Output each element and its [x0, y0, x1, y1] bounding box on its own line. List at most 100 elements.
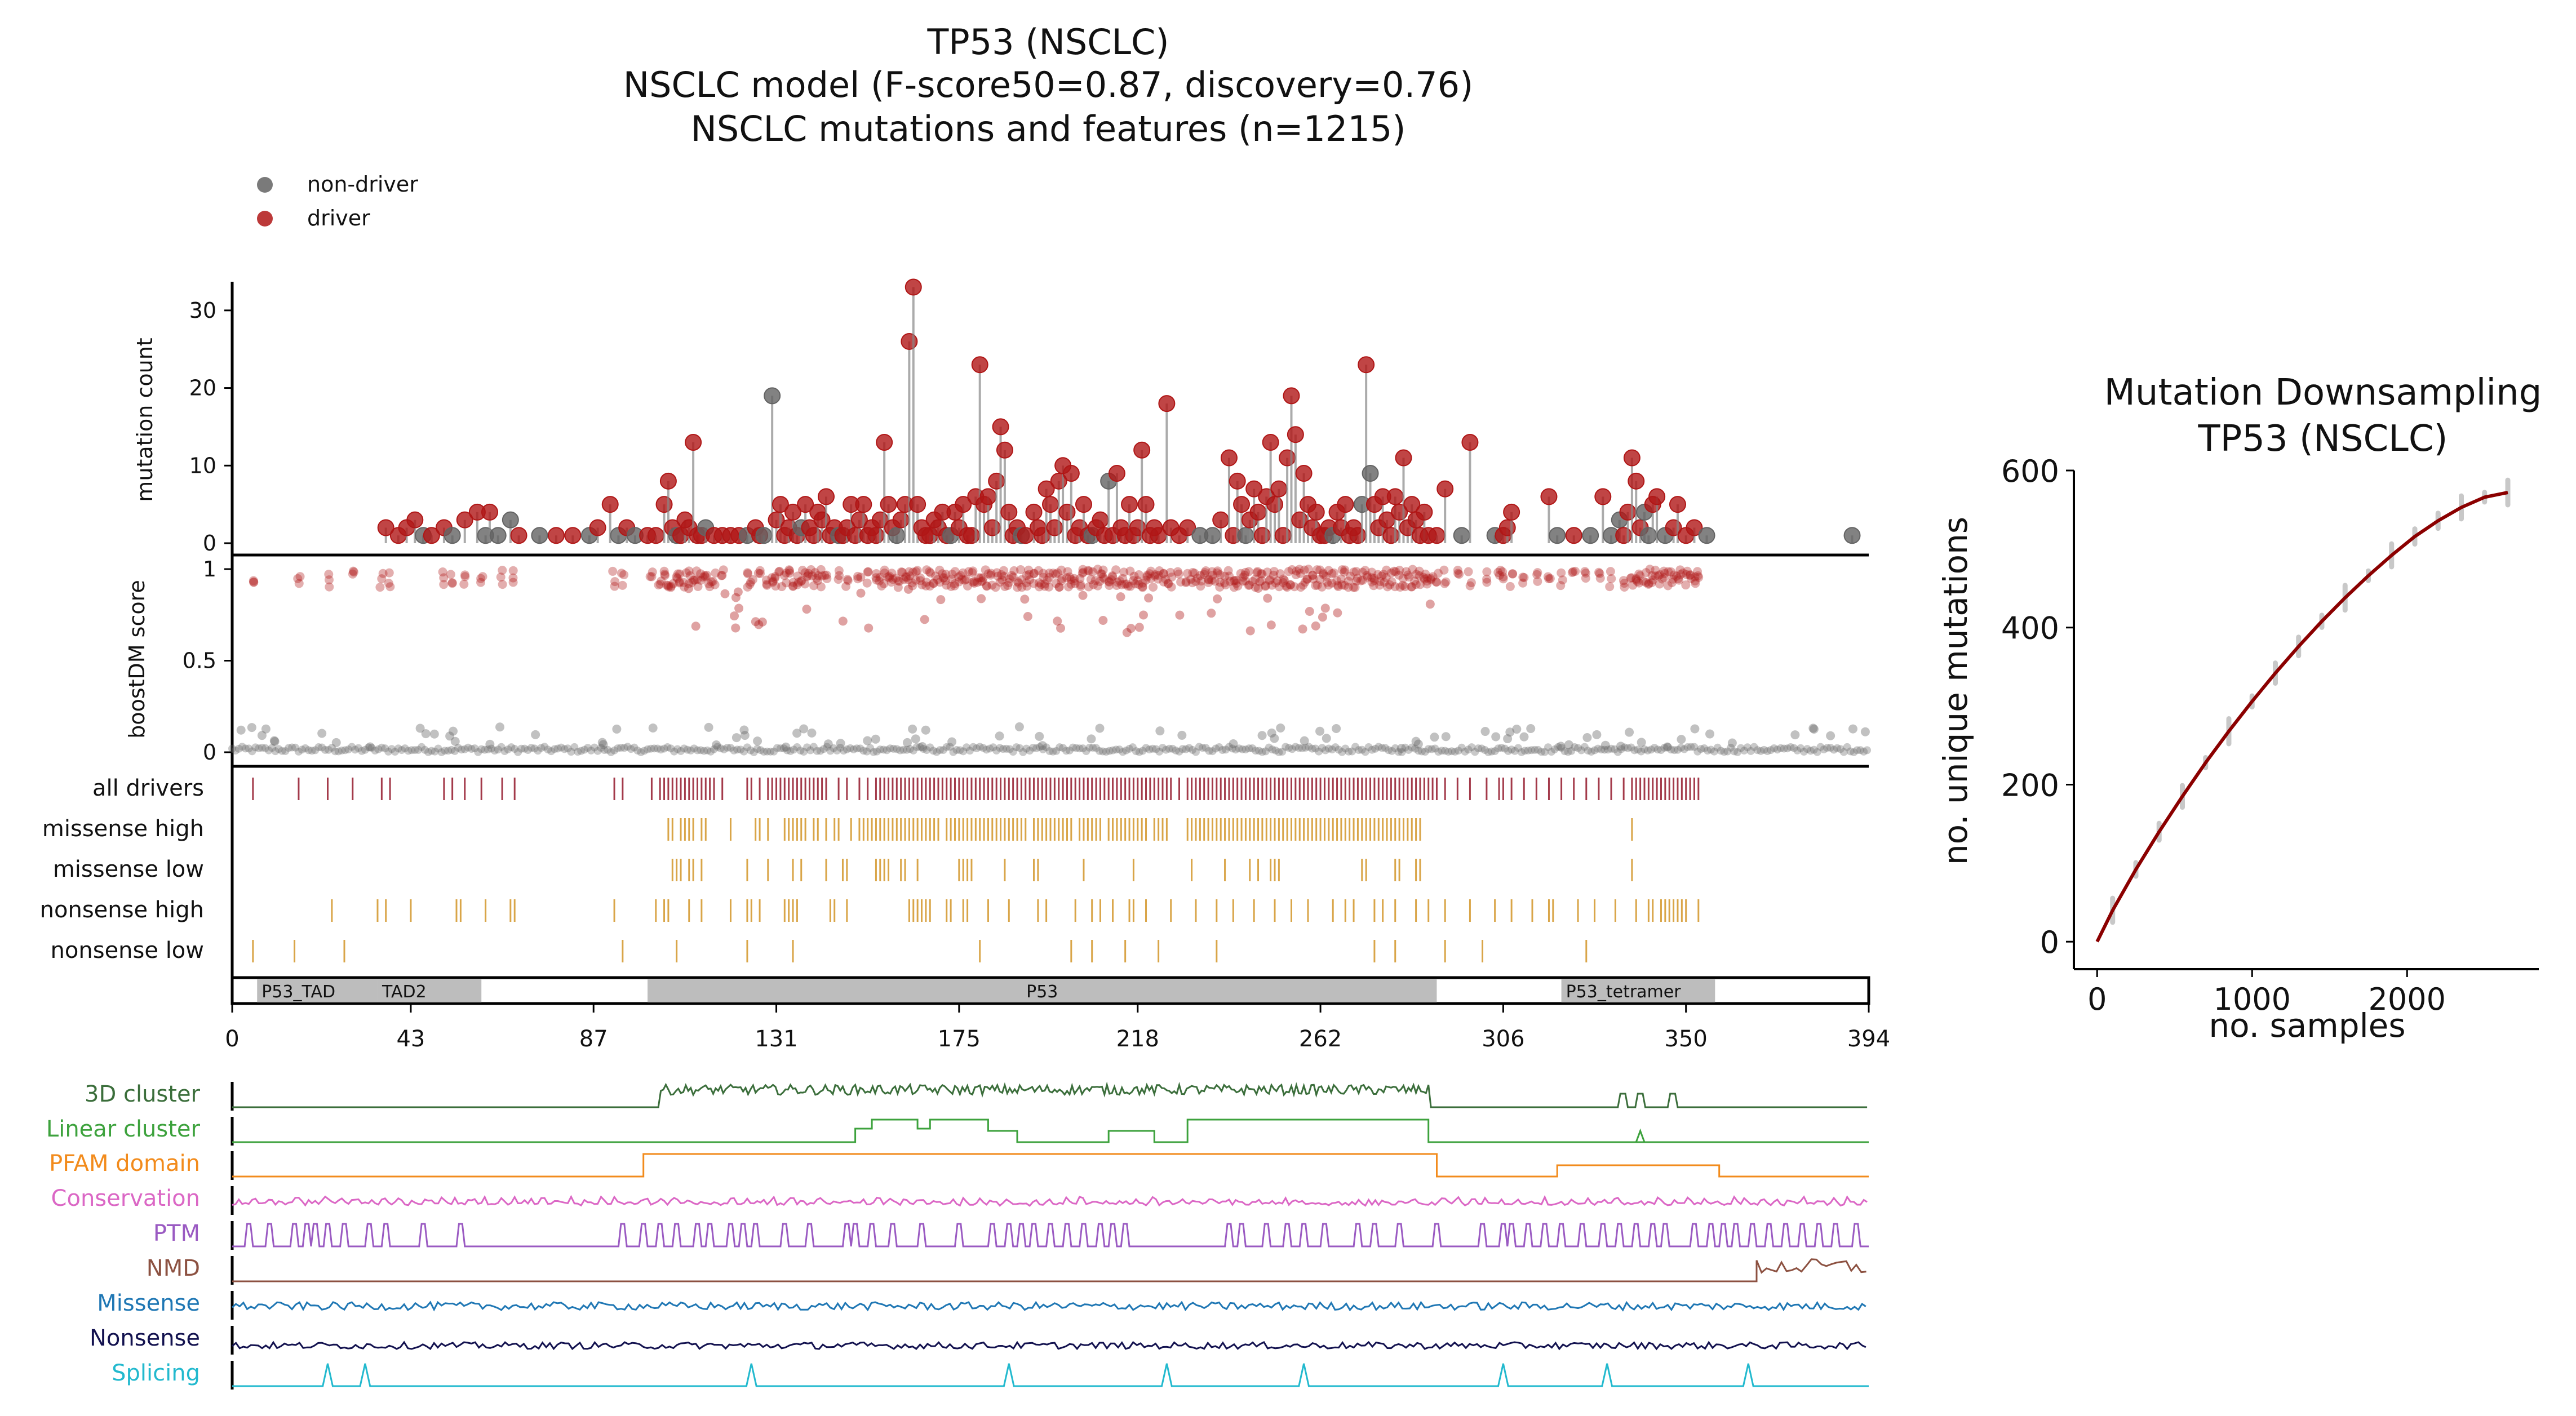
boostdm-driver-point — [1220, 571, 1230, 581]
boostdm-driver-point — [751, 617, 760, 627]
driver-point — [983, 519, 1001, 536]
boostdm-nondriver-point — [1677, 735, 1686, 744]
boostdm-driver-point — [853, 574, 863, 584]
driver-point — [423, 527, 440, 544]
nondriver-point — [1640, 527, 1657, 544]
boostdm-nondriver-point — [1038, 741, 1047, 751]
boostdm-driver-point — [922, 565, 932, 575]
boostdm-driver-point — [1395, 582, 1405, 592]
boostdm-driver-point — [967, 568, 977, 578]
boostdm-driver-point — [775, 566, 784, 576]
domain-xtick-label: 394 — [1847, 1026, 1890, 1052]
feature-line-nonsense — [232, 1340, 1866, 1351]
boostdm-driver-point — [813, 576, 823, 585]
legend-marker-driver — [257, 211, 273, 227]
boostdm-nondriver-point — [899, 745, 908, 754]
boostdm-nondriver-point — [680, 744, 688, 753]
boostdm-driver-point — [1057, 565, 1066, 575]
boostdm-nondriver-point — [1617, 745, 1625, 753]
boostdm-driver-point — [771, 582, 781, 591]
boostdm-driver-point — [1482, 578, 1492, 587]
boostdm-driver-point — [1236, 569, 1245, 578]
boostdm-nondriver-point — [1790, 744, 1798, 752]
domain-block — [257, 979, 378, 1002]
boostdm-driver-point — [1271, 578, 1280, 588]
boostdm-driver-point — [946, 582, 956, 591]
boostdm-nondriver-point — [946, 743, 954, 751]
boostdm-driver-point — [777, 582, 787, 592]
boostdm-nondriver-point — [952, 745, 961, 754]
boostdm-driver-point — [1333, 582, 1343, 592]
boostdm-driver-point — [748, 575, 757, 584]
boostdm-driver-point — [924, 567, 934, 576]
boostdm-nondriver-point — [1657, 746, 1665, 754]
driver-point — [1025, 503, 1043, 521]
boostdm-driver-point — [1686, 570, 1695, 580]
boostdm-nondriver-point — [620, 744, 628, 752]
boostdm-nondriver-point — [979, 744, 987, 752]
boostdm-driver-point — [757, 617, 767, 627]
boostdm-driver-point — [1667, 578, 1677, 587]
driver-point — [647, 527, 664, 544]
boostdm-driver-point — [1025, 575, 1035, 584]
driver-point — [406, 511, 424, 529]
feature-line-3d-cluster — [232, 1081, 1868, 1108]
boostdm-driver-point — [1181, 577, 1191, 587]
boostdm-driver-point — [1660, 569, 1669, 578]
boostdm-nondriver-point — [942, 743, 951, 751]
boostdm-nondriver-point — [1763, 747, 1772, 755]
boostdm-nondriver-point — [434, 744, 442, 753]
boostdm-nondriver-point — [1182, 745, 1190, 753]
boostdm-driver-point — [1154, 570, 1163, 580]
boostdm-driver-point — [947, 569, 957, 579]
boostdm-nondriver-point — [321, 745, 330, 754]
boostdm-driver-point — [1567, 568, 1577, 578]
boostdm-driver-point — [1344, 576, 1353, 586]
nondriver-point — [1204, 527, 1221, 544]
boostdm-nondriver-point — [1647, 745, 1655, 754]
boostdm-nondriver-point — [763, 747, 772, 756]
boostdm-nondriver-point — [514, 748, 522, 756]
boostdm-nondriver-point — [1592, 730, 1602, 739]
boostdm-driver-point — [1378, 570, 1388, 579]
boostdm-driver-point — [1645, 565, 1655, 574]
boostdm-nondriver-point — [813, 747, 821, 755]
boostdm-nondriver-point — [1195, 743, 1203, 751]
boostdm-driver-point — [1240, 576, 1250, 586]
boostdm-nondriver-point — [1856, 746, 1865, 754]
boostdm-nondriver-point — [1321, 746, 1329, 754]
driver-point — [1503, 503, 1520, 521]
boostdm-driver-point — [1690, 576, 1700, 585]
boostdm-nondriver-point — [839, 747, 848, 755]
feature-label: Splicing — [112, 1360, 200, 1386]
boostdm-nondriver-point — [1848, 724, 1857, 734]
boostdm-nondriver-point — [1519, 732, 1529, 742]
boostdm-nondriver-point — [1584, 747, 1592, 755]
driver-point — [1565, 527, 1582, 544]
boostdm-nondriver-point — [923, 746, 931, 754]
boostdm-driver-point — [947, 574, 956, 584]
feature-line-pfam-domain — [232, 1153, 1869, 1178]
boostdm-driver-point — [1120, 579, 1130, 589]
boostdm-nondriver-point — [374, 745, 383, 753]
boostdm-nondriver-point — [1770, 744, 1778, 752]
boostdm-nondriver-point — [1487, 747, 1496, 756]
boostdm-nondriver-point — [1704, 747, 1712, 755]
boostdm-driver-point — [1323, 578, 1332, 587]
boostdm-driver-point — [746, 578, 756, 587]
boostdm-driver-point — [978, 576, 987, 585]
boostdm-nondriver-point — [1713, 743, 1722, 752]
boostdm-driver-point — [1122, 628, 1132, 637]
boostdm-driver-point — [704, 579, 713, 588]
boostdm-nondriver-point — [550, 745, 558, 753]
boostdm-nondriver-point — [713, 743, 721, 751]
boostdm-driver-point — [968, 566, 978, 576]
boostdm-driver-point — [1145, 569, 1155, 579]
boostdm-nondriver-point — [228, 744, 236, 753]
boostdm-driver-point — [1070, 579, 1080, 588]
boostdm-driver-point — [1076, 582, 1085, 591]
driver-point — [1253, 527, 1271, 544]
boostdm-driver-point — [1174, 569, 1183, 579]
boostdm-driver-point — [675, 569, 685, 579]
boostdm-driver-point — [810, 568, 820, 578]
